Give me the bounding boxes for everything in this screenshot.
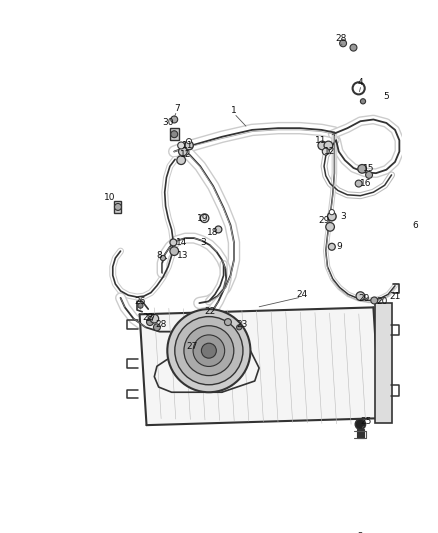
Text: 7: 7: [174, 104, 180, 113]
Text: 24: 24: [296, 290, 307, 299]
Circle shape: [200, 214, 209, 223]
Text: 27: 27: [186, 342, 197, 351]
Text: 28: 28: [336, 35, 347, 44]
Circle shape: [326, 223, 335, 231]
Text: 11: 11: [181, 141, 193, 150]
Text: 20: 20: [376, 297, 388, 306]
Circle shape: [237, 325, 242, 330]
Text: 29: 29: [318, 216, 330, 225]
Circle shape: [324, 141, 333, 150]
Text: 4: 4: [357, 78, 363, 87]
Text: 28: 28: [143, 313, 154, 322]
Text: 8: 8: [157, 251, 162, 260]
Circle shape: [356, 292, 365, 301]
Text: 23: 23: [236, 320, 247, 329]
Circle shape: [353, 82, 365, 94]
Circle shape: [170, 239, 177, 246]
Text: 11: 11: [315, 136, 326, 145]
Bar: [170, 128, 179, 140]
Text: 13: 13: [177, 251, 189, 260]
Circle shape: [150, 314, 159, 323]
Circle shape: [329, 209, 335, 215]
Text: 17: 17: [145, 314, 157, 323]
Circle shape: [177, 156, 185, 165]
Text: 12: 12: [180, 150, 191, 159]
Circle shape: [167, 309, 251, 392]
Text: 21: 21: [389, 292, 401, 301]
Circle shape: [355, 419, 366, 430]
Circle shape: [175, 317, 243, 385]
Circle shape: [160, 255, 166, 261]
Circle shape: [193, 335, 225, 367]
Circle shape: [328, 243, 335, 250]
Circle shape: [328, 212, 336, 221]
Text: 1: 1: [231, 106, 237, 115]
Circle shape: [147, 319, 153, 326]
Text: 9: 9: [336, 243, 342, 251]
Circle shape: [170, 247, 179, 255]
Text: 28: 28: [155, 320, 167, 329]
Circle shape: [371, 297, 378, 304]
Text: 18: 18: [208, 228, 219, 237]
Circle shape: [171, 131, 178, 138]
Circle shape: [179, 147, 187, 156]
Circle shape: [350, 44, 357, 51]
Bar: [114, 201, 121, 213]
Circle shape: [339, 40, 346, 47]
Circle shape: [114, 204, 121, 211]
Polygon shape: [140, 308, 380, 425]
Text: 6: 6: [412, 221, 418, 230]
Text: 30: 30: [162, 118, 174, 127]
Circle shape: [224, 319, 231, 326]
Circle shape: [366, 172, 373, 179]
Circle shape: [318, 141, 327, 150]
Text: 10: 10: [103, 193, 115, 202]
Circle shape: [171, 116, 178, 123]
Text: 26: 26: [134, 297, 145, 306]
Text: 25: 25: [360, 417, 371, 426]
Circle shape: [201, 343, 216, 358]
Circle shape: [186, 139, 191, 144]
Circle shape: [403, 228, 415, 240]
Text: 5: 5: [384, 93, 389, 101]
Text: 16: 16: [360, 179, 371, 188]
Circle shape: [185, 141, 193, 150]
Circle shape: [215, 226, 222, 233]
Text: 3: 3: [200, 238, 206, 247]
Bar: [375, 303, 392, 423]
Circle shape: [178, 142, 185, 149]
Text: 14: 14: [177, 238, 188, 247]
Text: 29: 29: [358, 294, 370, 303]
Text: 3: 3: [340, 212, 346, 221]
Text: 12: 12: [324, 147, 335, 156]
Text: 22: 22: [204, 307, 215, 316]
Text: 19: 19: [197, 214, 208, 223]
Circle shape: [153, 324, 160, 331]
Text: 2: 2: [357, 532, 363, 533]
Circle shape: [360, 99, 366, 104]
Circle shape: [138, 303, 143, 308]
Text: 15: 15: [363, 164, 375, 173]
Circle shape: [184, 326, 234, 376]
Circle shape: [355, 180, 362, 187]
Circle shape: [358, 165, 367, 173]
Bar: [357, 430, 364, 438]
Circle shape: [322, 148, 329, 155]
